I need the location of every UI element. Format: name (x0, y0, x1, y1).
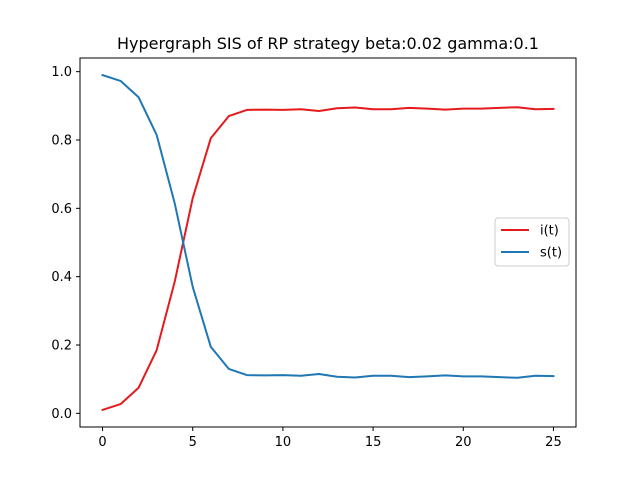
y-tick-label: 0.4 (51, 270, 72, 285)
y-tick-label: 0.6 (51, 202, 72, 217)
x-tick-label: 20 (455, 435, 472, 450)
series-line-s (101, 73, 555, 379)
series-line-i (101, 106, 555, 412)
x-tick-label: 15 (365, 435, 382, 450)
y-tick-label: 0.8 (51, 134, 72, 149)
x-axis: 0 5 10 15 20 25 (98, 427, 562, 450)
legend-label: i(t) (540, 224, 559, 239)
series-layer (101, 73, 555, 412)
plot-frame (79, 57, 577, 428)
x-tick-label: 10 (275, 435, 292, 450)
legend: i(t) s(t) (494, 217, 570, 267)
plot-area (80, 58, 576, 427)
y-tick-label: 1.0 (51, 65, 72, 80)
x-tick-label: 5 (189, 435, 197, 450)
y-tick-label: 0.2 (51, 339, 72, 354)
y-tick-label: 0.0 (51, 407, 72, 422)
x-tick-label: 0 (98, 435, 106, 450)
legend-label: s(t) (540, 246, 562, 261)
x-tick-label: 25 (545, 435, 562, 450)
chart-title: Hypergraph SIS of RP strategy beta:0.02 … (117, 34, 539, 53)
y-axis: 0.0 0.2 0.4 0.6 0.8 1.0 (51, 65, 80, 422)
